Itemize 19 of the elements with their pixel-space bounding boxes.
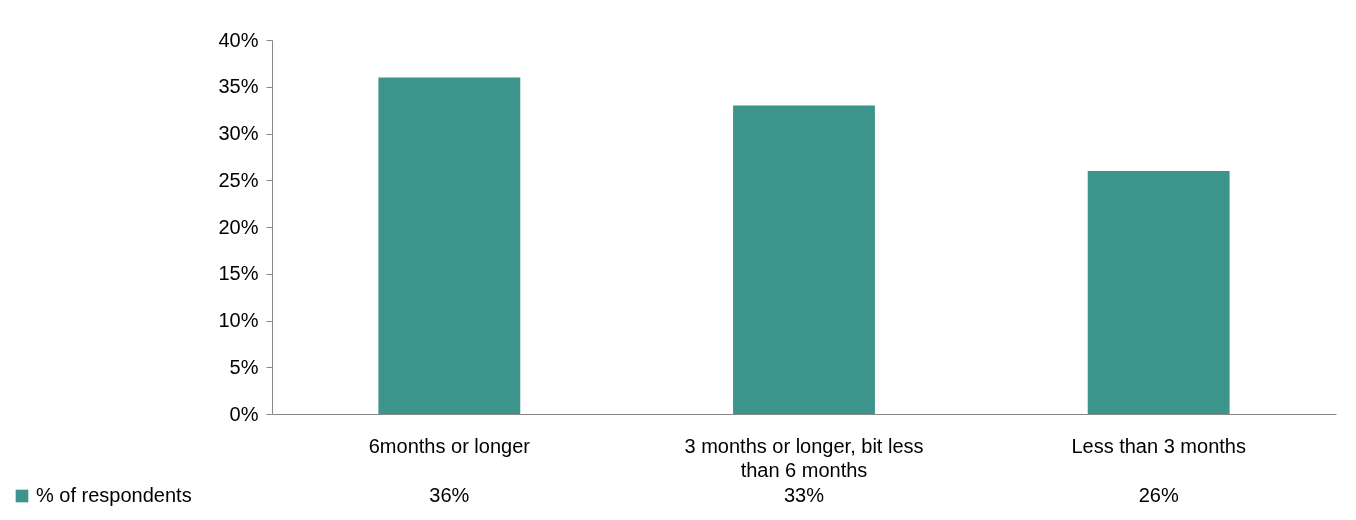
data-label: 33% [783,484,825,506]
data-label: 26% [1138,484,1179,506]
y-tick-label: 5% [229,355,259,378]
bar [1087,170,1230,414]
y-tick-label: 10% [218,309,259,331]
bar [378,77,521,414]
x-tick-label: 3 months or longer, bit less than 6 months [684,434,924,481]
y-tick-label: 25% [218,168,259,191]
data-label: 36% [429,484,470,506]
bar [733,105,875,414]
y-tick-label: 35% [218,75,259,98]
y-tick-label: 0% [229,402,259,425]
x-tick-label: 6months or longer [368,434,531,457]
y-tick-label: 15% [218,262,259,285]
y-tick-label: 40% [218,28,259,51]
y-tick-label: 20% [218,215,259,238]
legend-label: % of respondents [36,484,192,506]
x-tick-label: Less than 3 months [1071,434,1246,457]
y-tick-label: 30% [218,122,259,144]
